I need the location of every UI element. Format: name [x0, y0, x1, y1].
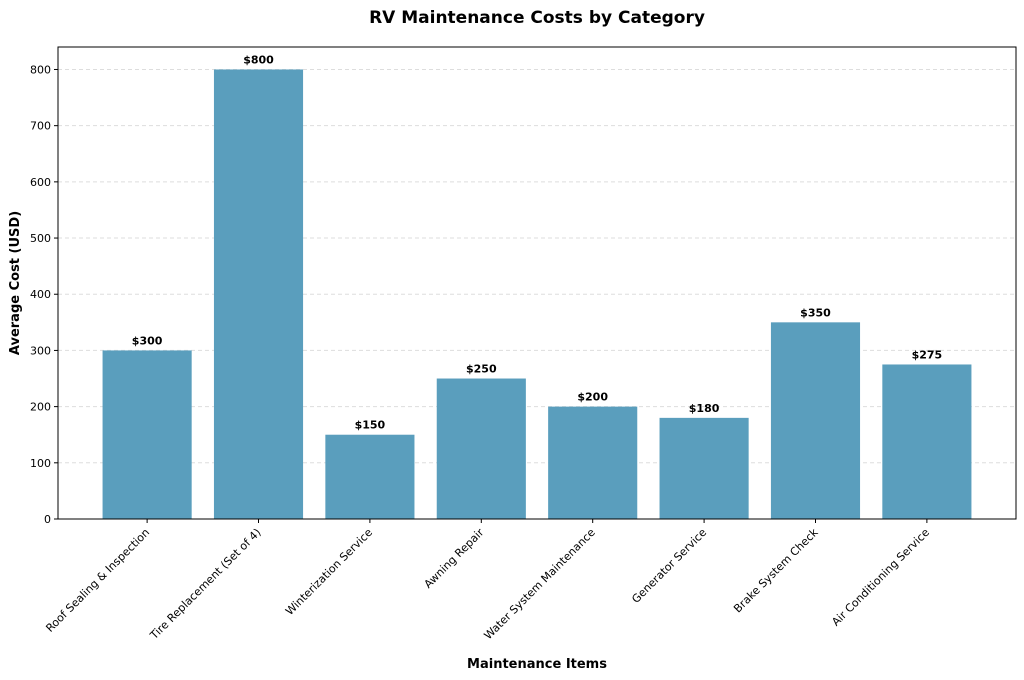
y-tick-label: 300 [30, 344, 51, 357]
bar [548, 406, 638, 519]
data-label: $800 [243, 53, 274, 66]
y-tick-label: 100 [30, 457, 51, 470]
bar [102, 350, 192, 519]
data-label: $350 [800, 306, 831, 319]
data-label: $200 [577, 391, 608, 404]
x-tick-label: Awning Repair [422, 526, 487, 591]
bar [882, 364, 972, 519]
y-tick-label: 200 [30, 401, 51, 414]
x-tick-label: Roof Sealing & Inspection [43, 526, 152, 635]
bar [213, 69, 304, 519]
x-tick-label: Tire Replacement (Set of 4) [147, 526, 264, 643]
x-tick-label: Air Conditioning Service [829, 526, 932, 629]
x-tick-label: Generator Service [629, 526, 709, 606]
data-label: $300 [132, 334, 163, 347]
plot-frame [57, 46, 1017, 520]
y-tick-label: 400 [30, 288, 51, 301]
data-label: $150 [355, 419, 386, 432]
y-axis-label: Average Cost (USD) [8, 211, 23, 355]
x-tick-label: Winterization Service [283, 526, 375, 618]
chart-title: RV Maintenance Costs by Category [369, 8, 705, 28]
y-tick-label: 600 [30, 176, 51, 189]
y-tick-label: 500 [30, 232, 51, 245]
data-label: $250 [466, 363, 497, 376]
bar [325, 434, 415, 519]
y-tick-label: 0 [44, 513, 51, 526]
x-tick-label: Water System Maintenance [482, 526, 598, 642]
bar [659, 417, 749, 519]
x-axis-label: Maintenance Items [467, 657, 607, 672]
y-tick-label: 700 [30, 120, 51, 133]
data-label: $275 [912, 348, 943, 361]
x-tick-label: Brake System Check [731, 525, 821, 615]
data-label: $180 [689, 402, 720, 415]
bar [770, 322, 861, 519]
y-tick-label: 800 [30, 63, 51, 76]
bar [436, 378, 526, 519]
